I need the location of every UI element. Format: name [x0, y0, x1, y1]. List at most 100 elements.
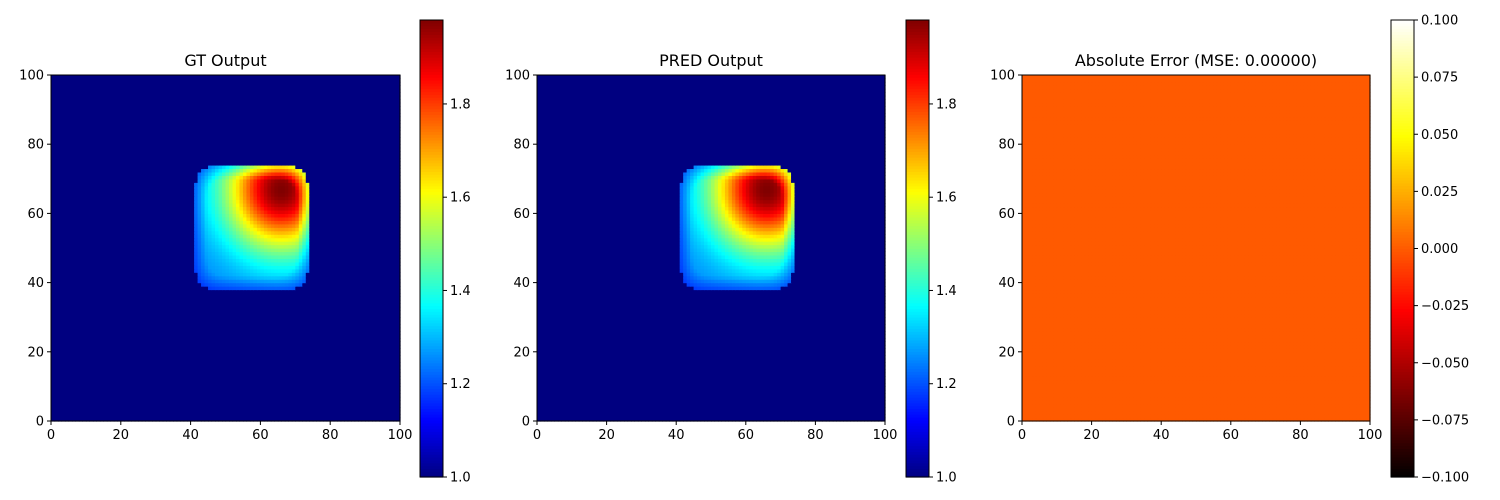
heatmap-cell: [263, 389, 268, 394]
heatmap-cell: [396, 275, 401, 280]
heatmap-cell: [372, 251, 377, 256]
heatmap-cell: [96, 400, 101, 405]
heatmap-cell: [330, 251, 335, 256]
heatmap-cell: [162, 275, 167, 280]
heatmap-cell: [382, 268, 387, 273]
heatmap-cell: [162, 279, 167, 284]
heatmap-cell: [127, 362, 132, 367]
heatmap-cell: [169, 407, 174, 412]
heatmap-cell: [270, 337, 275, 343]
heatmap-cell: [78, 248, 84, 253]
heatmap-cell: [92, 355, 97, 360]
heatmap-cell: [201, 331, 206, 336]
heatmap-cell: [284, 348, 289, 353]
heatmap-cell: [351, 348, 356, 353]
heatmap-cell: [277, 310, 282, 315]
heatmap-cell: [302, 303, 307, 308]
heatmap-cell: [302, 365, 307, 370]
heatmap-cell: [323, 296, 328, 301]
heatmap-cell: [228, 310, 234, 315]
heatmap-cell: [99, 296, 104, 301]
heatmap-cell: [127, 365, 132, 370]
heatmap-cell: [375, 310, 380, 315]
heatmap-cell: [61, 358, 66, 363]
heatmap-cell: [131, 348, 136, 353]
heatmap-cell: [309, 310, 314, 315]
heatmap-cell: [382, 310, 387, 315]
heatmap-cell: [71, 400, 77, 405]
heatmap-cell: [141, 282, 146, 287]
heatmap-cell: [235, 393, 241, 398]
heatmap-cell: [354, 369, 359, 374]
heatmap-cell: [208, 292, 213, 298]
heatmap-cell: [75, 258, 80, 263]
heatmap-cell: [64, 310, 70, 315]
heatmap-cell: [358, 331, 363, 336]
heatmap-cell: [288, 327, 293, 332]
heatmap-cell: [75, 414, 80, 419]
heatmap-cell: [71, 337, 77, 343]
heatmap-cell: [358, 382, 363, 387]
heatmap-cell: [270, 279, 275, 284]
heatmap-cell: [187, 296, 192, 301]
heatmap-cell: [141, 317, 146, 322]
heatmap-cell: [145, 365, 150, 370]
heatmap-cell: [113, 258, 118, 263]
heatmap-cell: [372, 327, 377, 332]
heatmap-cell: [169, 403, 174, 408]
heatmap-cell: [89, 310, 94, 315]
heatmap-cell: [71, 296, 77, 301]
heatmap-cell: [117, 393, 122, 398]
heatmap-cell: [204, 379, 209, 384]
heatmap-cell: [302, 396, 307, 401]
heatmap-cell: [361, 407, 366, 412]
heatmap-cell: [330, 369, 335, 374]
heatmap-cell: [51, 389, 56, 394]
heatmap-cell: [110, 362, 115, 367]
heatmap-cell: [103, 386, 108, 391]
heatmap-cell: [180, 344, 185, 349]
heatmap-cell: [361, 254, 366, 259]
heatmap-cell: [187, 299, 192, 304]
heatmap-cell: [57, 296, 63, 301]
heatmap-cell: [309, 279, 314, 284]
heatmap-cell: [305, 362, 310, 367]
heatmap-cell: [309, 282, 314, 287]
heatmap-cell: [134, 279, 139, 284]
heatmap-cell: [166, 268, 171, 273]
heatmap-cell: [51, 313, 56, 318]
heatmap-cell: [120, 410, 125, 415]
heatmap-cell: [64, 317, 70, 322]
heatmap-cell: [103, 251, 108, 256]
heatmap-cell: [57, 369, 63, 374]
heatmap-cell: [85, 313, 90, 318]
heatmap-cell: [57, 344, 63, 349]
heatmap-cell: [326, 379, 331, 384]
heatmap-cell: [162, 362, 167, 367]
heatmap-cell: [337, 365, 342, 370]
heatmap-cell: [263, 396, 268, 401]
heatmap-cell: [337, 286, 342, 291]
heatmap-cell: [309, 372, 314, 377]
heatmap-cell: [187, 292, 192, 298]
heatmap-cell: [89, 268, 94, 273]
heatmap-cell: [152, 268, 157, 273]
heatmap-cell: [347, 324, 352, 329]
heatmap-cell: [354, 268, 359, 273]
heatmap-cell: [347, 414, 352, 419]
heatmap-cell: [138, 279, 143, 284]
heatmap-cell: [277, 355, 282, 360]
heatmap-cell: [68, 400, 73, 405]
heatmap-cell: [309, 410, 314, 415]
heatmap-cell: [113, 334, 118, 339]
heatmap-cell: [379, 403, 384, 408]
heatmap-cell: [302, 279, 307, 284]
heatmap-cell: [361, 369, 366, 374]
heatmap-cell: [368, 403, 373, 408]
heatmap-cell: [242, 407, 248, 412]
heatmap-cell: [337, 299, 342, 304]
heatmap-cell: [361, 337, 366, 343]
heatmap-cell: [312, 407, 317, 412]
heatmap-cell: [82, 396, 87, 401]
heatmap-cell: [194, 272, 199, 277]
